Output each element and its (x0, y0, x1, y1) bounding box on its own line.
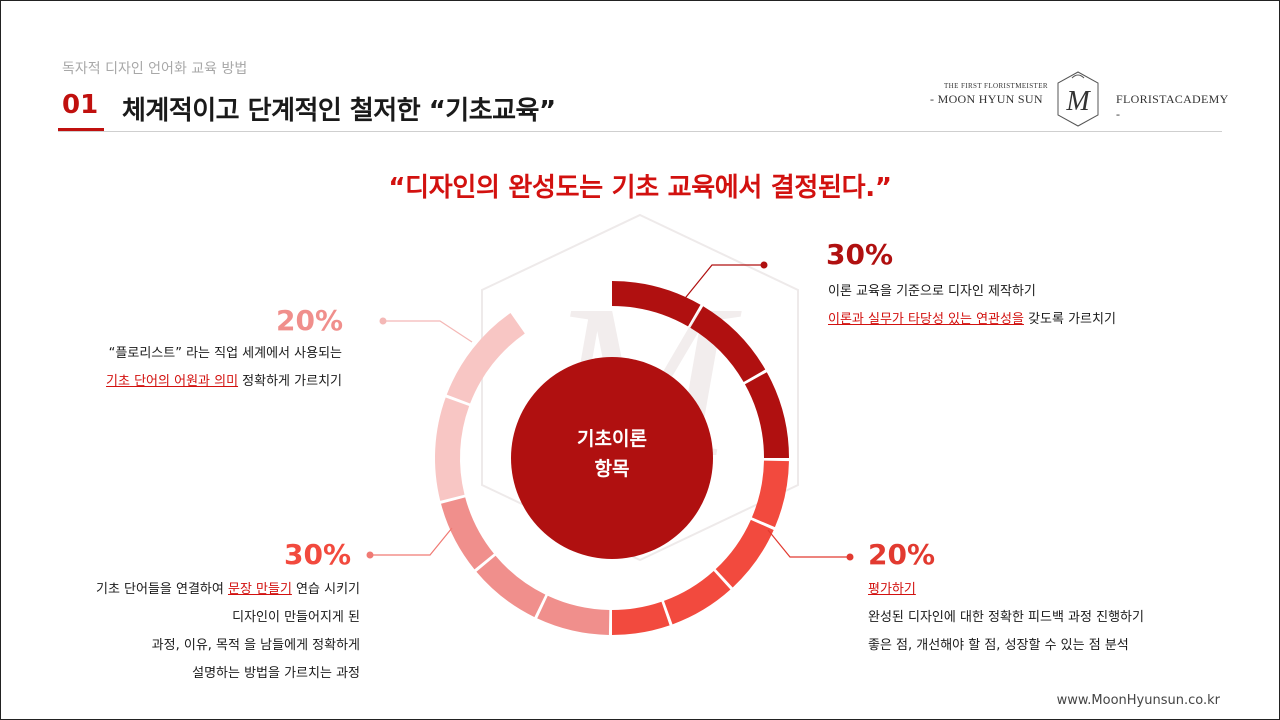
text-bottom-right: 평가하기 완성된 디자인에 대한 정확한 피드백 과정 진행하기 좋은 점, 개… (868, 576, 1144, 660)
text-top-right: 이론 교육을 기준으로 디자인 제작하기 이론과 실무가 타당성 있는 연관성을… (828, 278, 1116, 334)
center-label-line2: 항목 (594, 458, 630, 480)
text-bottom-right-line1: 평가하기 (868, 576, 1144, 604)
connector-dot-top-left (379, 317, 387, 325)
ring-segments (435, 281, 789, 635)
percent-bottom-left: 30% (284, 538, 352, 571)
text-top-left: “플로리스트” 라는 직업 세계에서 사용되는 기초 단어의 어원과 의미 정확… (88, 340, 342, 396)
connector-top-right (681, 264, 764, 303)
highlight-top-right: 이론과 실무가 타당성 있는 연관성을 (828, 312, 1024, 327)
text-bottom-left-line1-post: 연습 시키기 (291, 582, 360, 597)
connector-dot-bottom-left (366, 551, 374, 559)
academy-logo-icon: M (1057, 71, 1099, 127)
text-top-left-line1: “플로리스트” 라는 직업 세계에서 사용되는 (108, 346, 342, 361)
ring-segment (537, 595, 610, 635)
ring-segment (663, 570, 731, 625)
highlight-bottom-left: 문장 만들기 (227, 582, 292, 597)
text-top-left-line2-rest: 정확하게 가르치기 (238, 374, 342, 389)
svg-text:M: M (1065, 86, 1091, 117)
ring-segment (751, 460, 789, 528)
academy-logo: THE FIRST FLORISTMEISTER - MOON HYUN SUN… (930, 70, 1228, 130)
connector-top-left (383, 320, 473, 343)
text-top-right-line2: 이론과 실무가 타당성 있는 연관성을 갖도록 가르치기 (828, 306, 1116, 334)
website-link[interactable]: www.MoonHyunsun.co.kr (1056, 693, 1220, 708)
ring-segment (612, 601, 670, 635)
percent-bottom-right: 20% (868, 538, 936, 571)
ring-segment (715, 519, 774, 588)
percent-top-left: 20% (276, 304, 344, 337)
connector-bottom-right (767, 529, 850, 558)
text-bottom-left: 기초 단어들을 연결하여 문장 만들기 연습 시키기 디자인이 만들어지게 된 … (40, 576, 360, 688)
percent-top-right: 30% (826, 238, 894, 271)
highlight-bottom-right: 평가하기 (868, 582, 916, 597)
ring-segment (612, 281, 701, 327)
logo-top-text: THE FIRST FLORISTMEISTER (944, 82, 1048, 90)
section-number: 01 (62, 90, 99, 120)
ring-segment (441, 497, 494, 570)
text-top-right-line1: 이론 교육을 기준으로 디자인 제작하기 (828, 284, 1036, 299)
headline-quote: “디자인의 완성도는 기초 교육에서 결정된다.” (388, 173, 892, 203)
section-subtitle: 독자적 디자인 언어화 교육 방법 (62, 61, 248, 77)
text-bottom-left-line3: 과정, 이유, 목적 을 남들에게 정확하게 (151, 638, 360, 653)
ring-segment (690, 306, 766, 382)
ring-segment (476, 555, 546, 618)
text-bottom-left-line1: 기초 단어들을 연결하여 문장 만들기 연습 시키기 (40, 576, 360, 604)
connector-dot-bottom-right (846, 553, 854, 561)
ring-segment (446, 313, 525, 404)
connector-bottom-left (370, 527, 453, 556)
text-bottom-left-line2: 디자인이 만들어지게 된 (232, 610, 360, 625)
text-bottom-right-line3: 좋은 점, 개선해야 할 점, 성장할 수 있는 점 분석 (868, 638, 1129, 653)
text-top-left-line2: 기초 단어의 어원과 의미 정확하게 가르치기 (88, 368, 342, 396)
page-title: 체계적이고 단계적인 철저한 “기초교육” (122, 96, 556, 126)
header-divider (58, 131, 1222, 132)
highlight-top-left: 기초 단어의 어원과 의미 (106, 374, 239, 389)
connector-dot-top-right (760, 261, 768, 269)
text-top-right-line2-rest: 갖도록 가르치기 (1023, 312, 1116, 327)
center-label-line1: 기초이론 (577, 428, 647, 450)
text-bottom-right-line2: 완성된 디자인에 대한 정확한 피드백 과정 진행하기 (868, 610, 1144, 625)
center-circle (511, 357, 713, 559)
text-bottom-left-line4: 설명하는 방법을 가르치는 과정 (192, 666, 360, 681)
section-number-underline (58, 128, 104, 132)
ring-segment (435, 397, 470, 501)
text-bottom-left-line1-pre: 기초 단어들을 연결하여 (95, 582, 228, 597)
ring-segment (744, 372, 789, 458)
logo-left-text: - MOON HYUN SUN (930, 92, 1043, 106)
center-label: 기초이론 항목 (512, 424, 712, 484)
logo-right-text: FLORISTACADEMY - (1116, 92, 1229, 121)
